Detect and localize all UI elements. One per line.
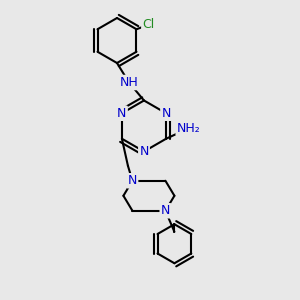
Text: Cl: Cl	[142, 18, 154, 31]
Text: NH₂: NH₂	[177, 122, 200, 135]
Text: NH: NH	[120, 76, 138, 89]
Text: N: N	[161, 107, 171, 120]
Text: N: N	[161, 204, 170, 217]
Text: N: N	[128, 174, 137, 187]
Text: N: N	[139, 145, 149, 158]
Text: N: N	[117, 107, 127, 120]
